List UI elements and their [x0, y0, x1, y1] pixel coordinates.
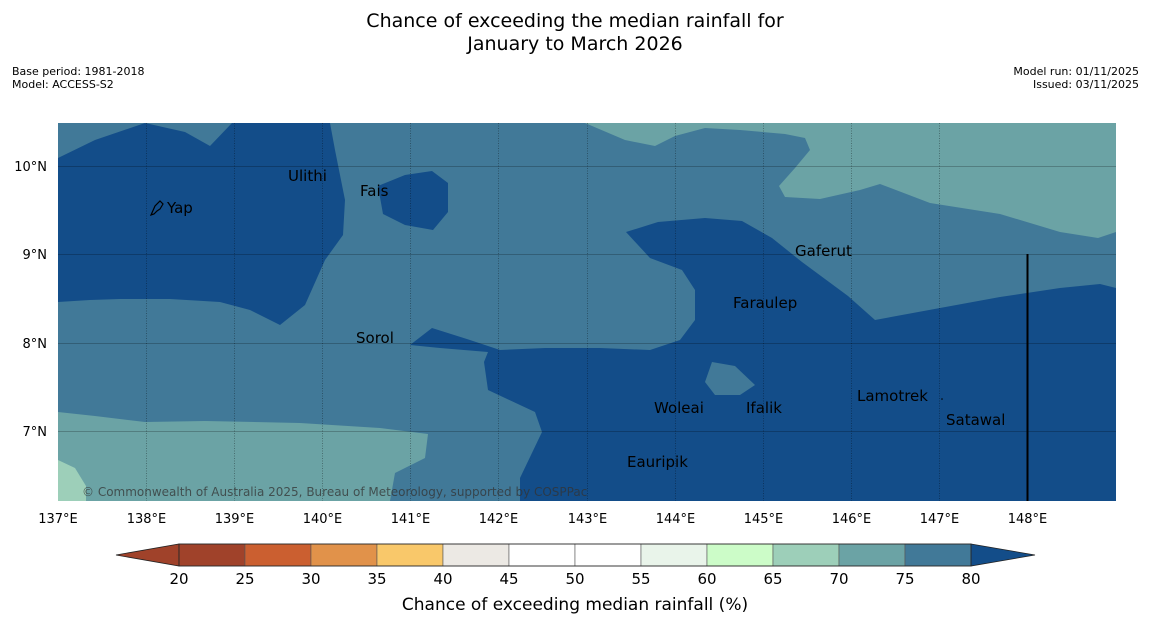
lon-tick: 146°E [832, 512, 872, 527]
longitude-ticks: 137°E 138°E 139°E 140°E 141°E 142°E 143°… [38, 512, 1047, 527]
colorbar-label: 45 [499, 570, 518, 588]
colorbar-label: 50 [565, 570, 584, 588]
colorbar-title: Chance of exceeding median rainfall (%) [402, 595, 748, 615]
band-75-80-west [58, 123, 345, 325]
band-65-70-northeast [585, 123, 1116, 238]
map-title-line-2: January to March 2026 [467, 33, 683, 55]
colorbar-label: 65 [763, 570, 782, 588]
colorbar-label: 55 [631, 570, 650, 588]
colorbar-bin-40-45 [442, 543, 510, 567]
place-label-lamotrek: Lamotrek [857, 387, 928, 405]
colorbar-label: 80 [961, 570, 980, 588]
map-shading [58, 123, 1116, 501]
place-label-yap: Yap [166, 199, 193, 217]
colorbar-bin-45-50 [508, 543, 576, 567]
yap-island-outline [149, 200, 164, 216]
lon-tick: 139°E [215, 512, 255, 527]
colorbar-label: 75 [895, 570, 914, 588]
lon-tick: 143°E [568, 512, 608, 527]
place-label-fais: Fais [360, 182, 389, 200]
lon-tick: 141°E [391, 512, 431, 527]
lon-tick: 140°E [303, 512, 343, 527]
colorbar-label: 20 [169, 570, 188, 588]
place-label-woleai: Woleai [654, 399, 704, 417]
lon-tick: 137°E [38, 512, 78, 527]
colorbar-frame [178, 543, 972, 567]
colorbar-bin-20-25 [178, 543, 246, 567]
colorbar-label: 35 [367, 570, 386, 588]
colorbar-extend-high [970, 543, 1036, 567]
issued-date: Issued: 03/11/2025 [1032, 78, 1139, 91]
colorbar-extend-low [115, 543, 180, 567]
colorbar: 20 25 30 35 40 45 50 55 60 65 70 75 80 C… [115, 543, 1036, 615]
colorbar-bins [178, 543, 972, 567]
colorbar-label: 40 [433, 570, 452, 588]
colorbar-labels: 20 25 30 35 40 45 50 55 60 65 70 75 80 [169, 570, 980, 588]
lat-tick: 8°N [23, 337, 48, 352]
place-labels: Yap Ulithi Fais Gaferut Faraulep Sorol L… [166, 167, 1005, 471]
colorbar-bin-65-70 [772, 543, 840, 567]
lat-tick: 9°N [23, 248, 48, 263]
latitude-ticks: 10°N 9°N 8°N 7°N [14, 160, 47, 440]
copyright-notice: © Commonwealth of Australia 2025, Bureau… [82, 485, 587, 499]
band-65-70-southwest [58, 412, 428, 501]
place-label-ifalik: Ifalik [746, 399, 782, 417]
lon-tick: 148°E [1008, 512, 1048, 527]
lon-tick: 145°E [744, 512, 784, 527]
colorbar-label: 60 [697, 570, 716, 588]
colorbar-bin-25-30 [244, 543, 312, 567]
island-dot [941, 398, 943, 400]
graticule [58, 123, 1116, 501]
lat-tick: 7°N [23, 425, 48, 440]
colorbar-bin-75-80 [904, 543, 972, 567]
lon-tick: 142°E [479, 512, 519, 527]
map-title-line-1: Chance of exceeding the median rainfall … [366, 10, 784, 32]
colorbar-bin-30-35 [310, 543, 378, 567]
model-run-date: Model run: 01/11/2025 [1013, 65, 1139, 78]
place-label-satawal: Satawal [946, 411, 1005, 429]
colorbar-bin-60-65 [706, 543, 774, 567]
colorbar-label: 25 [235, 570, 254, 588]
model-name: Model: ACCESS-S2 [12, 78, 114, 91]
colorbar-bin-50-55 [574, 543, 642, 567]
band-60-65-corner [58, 460, 86, 501]
lon-tick: 147°E [920, 512, 960, 527]
lat-tick: 10°N [14, 160, 47, 175]
band-75-80-fais-patch [378, 171, 448, 230]
band-75-80-east [410, 218, 1116, 501]
colorbar-bin-55-60 [640, 543, 708, 567]
issue-info: Model run: 01/11/2025 Issued: 03/11/2025 [1013, 65, 1139, 91]
place-label-ulithi: Ulithi [288, 167, 327, 185]
map-title: Chance of exceeding the median rainfall … [0, 10, 1150, 56]
place-label-faraulep: Faraulep [733, 294, 797, 312]
colorbar-bin-70-75 [838, 543, 906, 567]
place-label-sorol: Sorol [356, 329, 394, 347]
band-70-75-inner-patch [705, 362, 755, 395]
lon-tick: 138°E [127, 512, 167, 527]
colorbar-label: 70 [829, 570, 848, 588]
model-info: Base period: 1981-2018 Model: ACCESS-S2 [12, 65, 144, 91]
colorbar-label: 30 [301, 570, 320, 588]
place-label-gaferut: Gaferut [795, 242, 852, 260]
colorbar-bin-35-40 [376, 543, 444, 567]
base-period: Base period: 1981-2018 [12, 65, 145, 78]
place-label-eauripik: Eauripik [627, 453, 688, 471]
lon-tick: 144°E [656, 512, 696, 527]
